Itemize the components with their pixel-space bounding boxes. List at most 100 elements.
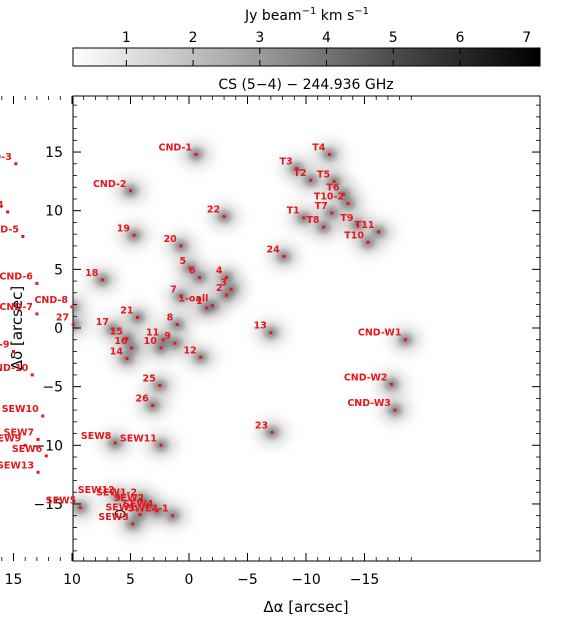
clump-marker xyxy=(131,522,135,526)
clump-marker xyxy=(173,341,177,345)
clump-label: 27 xyxy=(56,312,69,323)
clump-label: CND-8 xyxy=(34,295,68,306)
clump-marker xyxy=(346,202,350,206)
clump-marker xyxy=(171,514,175,518)
clump-9: 9 xyxy=(164,331,177,345)
clump-marker xyxy=(136,315,140,319)
beam-ellipse xyxy=(114,510,126,518)
clump-marker xyxy=(6,210,10,214)
clump-marker xyxy=(129,189,132,193)
clump-19: 19 xyxy=(117,223,136,237)
clump-12: 12 xyxy=(183,345,203,359)
clump-label: T8 xyxy=(306,215,319,226)
clump-marker xyxy=(130,346,134,350)
y-tick-label: 10 xyxy=(45,204,63,220)
clump-cnd-w3: CND-W3 xyxy=(347,398,397,412)
clump-label: T5 xyxy=(317,169,330,180)
colorbar-tick-label: 3 xyxy=(255,30,264,46)
clump-marker xyxy=(366,240,370,244)
clump-label: SEW1-2 xyxy=(96,487,137,498)
y-axis-label: Δδ [arcsec] xyxy=(8,286,26,370)
clump-t10: T10 xyxy=(344,230,370,244)
y-tick-label: −5 xyxy=(42,380,63,396)
clump-label: SEW1 xyxy=(105,503,135,514)
clump-26: 26 xyxy=(135,393,155,407)
clump-marker xyxy=(161,338,165,342)
colorbar-tick-label: 2 xyxy=(189,30,198,46)
clump-marker xyxy=(282,254,286,258)
clump-t8: T8 xyxy=(306,215,326,229)
x-tick-label: −5 xyxy=(237,572,258,588)
clump-marker xyxy=(377,230,381,234)
clump-cnd-5: CND-5 xyxy=(0,225,25,239)
clump-label: 9 xyxy=(164,331,171,342)
clump-20: 20 xyxy=(164,234,183,248)
clump-marker xyxy=(332,179,336,183)
clump-label: SEW5 xyxy=(46,495,76,506)
clump-3: 3 xyxy=(220,277,233,291)
clump-marker xyxy=(210,304,214,308)
clump-marker xyxy=(159,443,163,447)
emission-blob xyxy=(73,311,90,338)
clump-label: SEW11 xyxy=(120,433,157,444)
clump-sew12: SEW12 xyxy=(78,485,121,499)
colorbar: Jy beam−1 km s−1 1 2 3 4 5 6 7 xyxy=(72,6,541,67)
clump-label: SEW8 xyxy=(81,431,112,442)
clump-cnd-1: CND-1 xyxy=(158,142,198,156)
clump-label: T2 xyxy=(294,168,307,179)
clump-cnd-10: CND-10 xyxy=(0,363,34,377)
clump-t4: T4 xyxy=(312,142,331,156)
clump-label: SEW12 xyxy=(78,485,115,496)
clump-sew5: SEW5 xyxy=(46,495,82,509)
clump-label: 1-oall xyxy=(178,294,208,305)
clump-t6: T6 xyxy=(326,182,345,196)
clump-marker xyxy=(270,430,274,434)
clump-marker xyxy=(151,403,155,407)
clump-label: 5 xyxy=(180,256,187,267)
clump-label: SEW6 xyxy=(12,444,43,455)
clump-marker xyxy=(139,497,143,501)
clump-marker xyxy=(188,266,192,270)
clump-label: 14 xyxy=(110,346,124,357)
clump-7: 7 xyxy=(170,284,183,298)
clump-marker xyxy=(35,281,39,285)
clump-1-oall: 1-oall xyxy=(178,294,214,308)
clump-marker xyxy=(198,276,202,280)
clump-sew8: SEW8 xyxy=(81,431,117,445)
x-axis-label: Δα [arcsec] xyxy=(263,598,348,616)
y-tick-label: −10 xyxy=(33,438,63,454)
clump-marker xyxy=(158,383,162,387)
clump-label: 4 xyxy=(216,266,223,277)
clump-label: 25 xyxy=(143,373,156,384)
clump-cnd-2: CND-2 xyxy=(93,179,132,193)
clump-marker xyxy=(229,287,233,291)
clump-label: 2 xyxy=(216,283,223,294)
clump-marker xyxy=(159,346,163,350)
clump-label: 1 xyxy=(196,296,203,307)
clump-label: 11 xyxy=(146,328,159,339)
clump-label: 24 xyxy=(267,244,281,255)
clump-marker xyxy=(179,244,183,248)
colorbar-scale xyxy=(72,47,541,67)
clump-label: T10-2 xyxy=(314,192,344,203)
clump-marker xyxy=(269,331,273,335)
clump-23: 23 xyxy=(255,420,274,434)
clump-4: 4 xyxy=(216,266,228,280)
clump-marker xyxy=(117,495,121,499)
y-tick-label: 15 xyxy=(45,145,63,161)
clump-sew2: SEW2 xyxy=(114,493,150,507)
clump-sew11: SEW11 xyxy=(120,433,163,447)
y-tick-label: 5 xyxy=(54,262,63,278)
clump-marker xyxy=(35,312,39,316)
clump-label: 12 xyxy=(183,345,196,356)
clump-label: SEW3 xyxy=(98,512,128,523)
clump-label: SEW4 xyxy=(123,499,154,510)
clump-8: 8 xyxy=(167,312,179,326)
clump-5: 5 xyxy=(180,256,192,270)
clump-marker xyxy=(100,278,104,282)
x-tick-label: −10 xyxy=(291,572,321,588)
clump-t11: T11 xyxy=(355,220,381,234)
x-tick-label: 10 xyxy=(63,572,81,588)
colorbar-tick-label: 7 xyxy=(522,30,531,46)
